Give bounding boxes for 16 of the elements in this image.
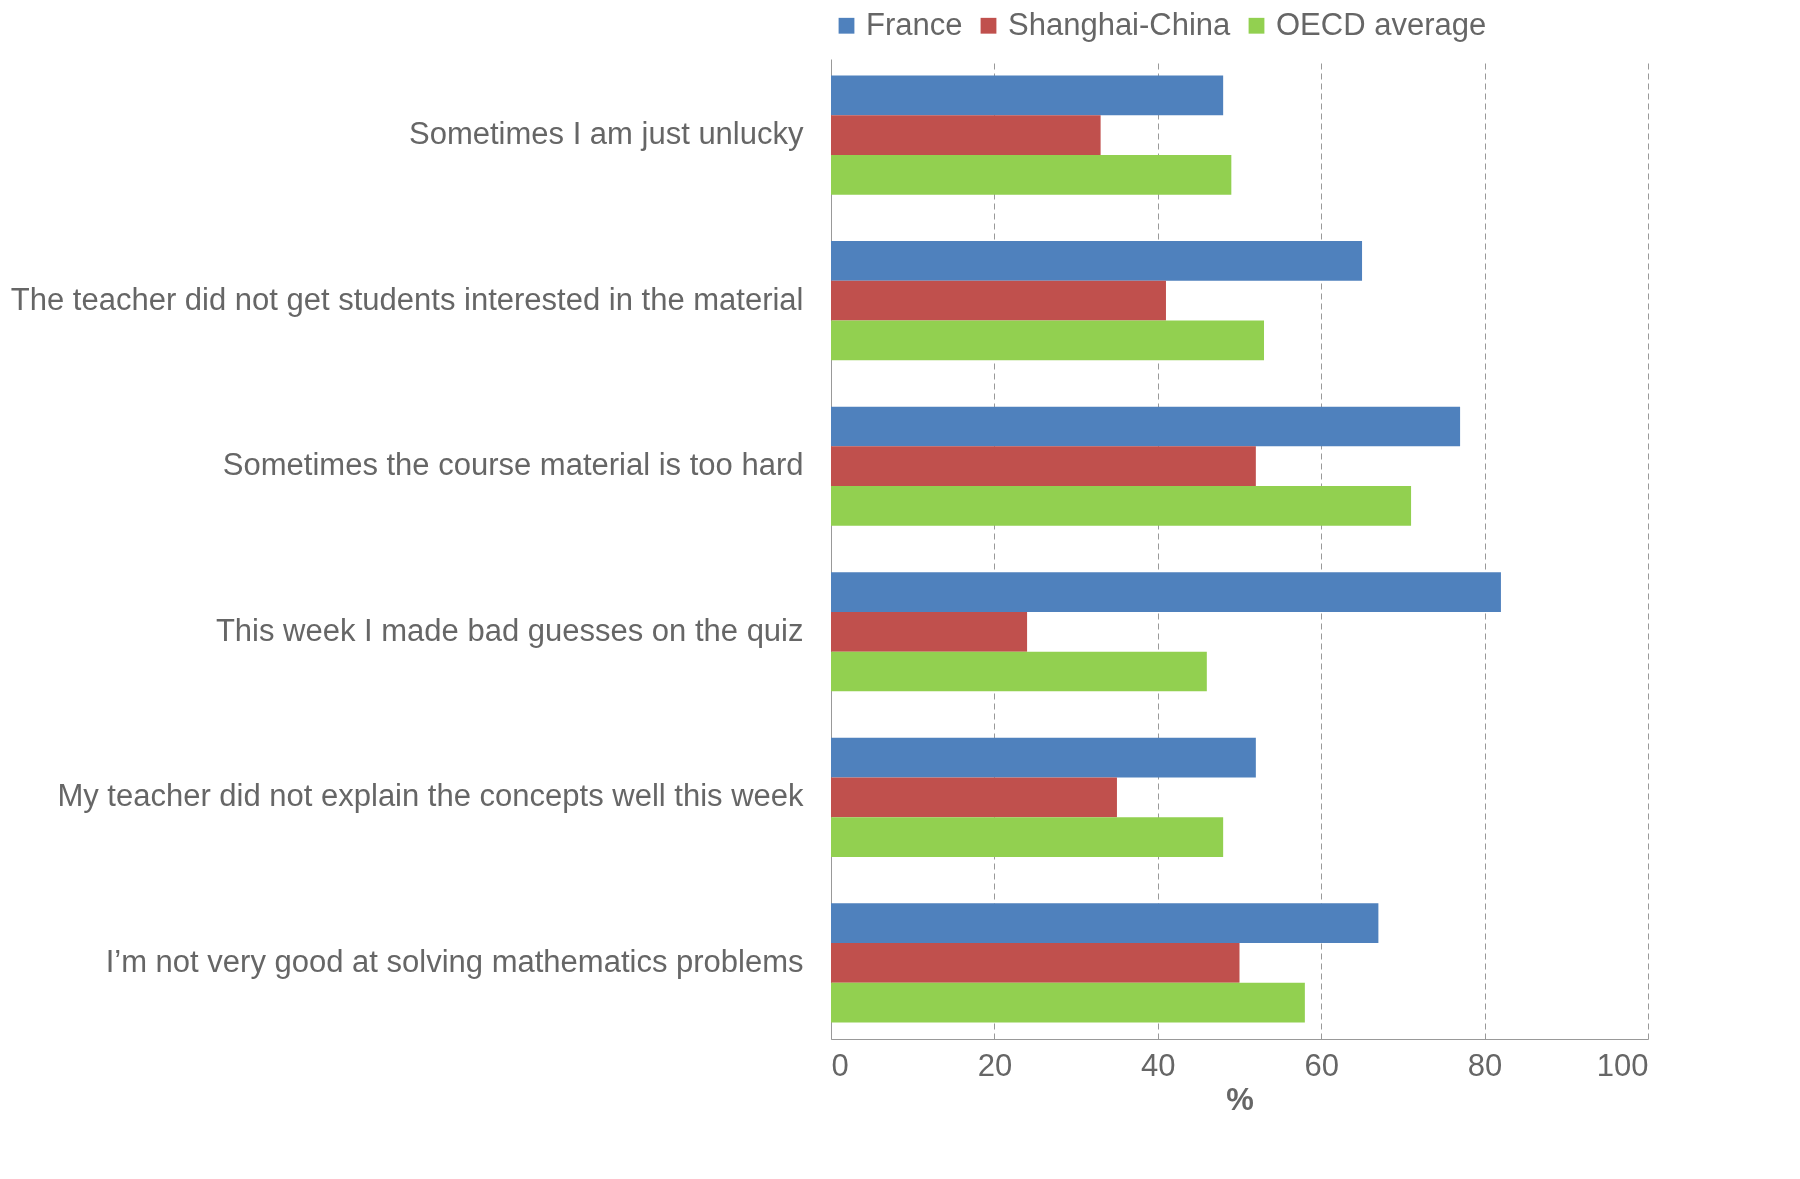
x-tick-label: 20 [977,1047,1013,1083]
y-tick-label: I’m not very good at solving mathematics problems [105,943,804,979]
y-tick-label: Sometimes I am just unlucky [408,116,804,152]
x-tick-label: 40 [1141,1047,1176,1083]
x-axis-title: % [1226,1081,1254,1117]
x-tick-label: 80 [1467,1047,1503,1083]
x-tick-label: 100 [1596,1047,1649,1083]
x-tick-label: 60 [1304,1047,1339,1083]
y-tick-label: This week I made bad guesses on the quiz [215,612,804,648]
legend-label: France [866,6,963,42]
legend-label: OECD average [1276,6,1487,42]
x-tick-label: 0 [831,1047,849,1083]
y-tick-label: My teacher did not explain the concepts well this week [57,778,804,814]
y-tick-label: The teacher did not get students interested in the material [10,281,804,317]
legend-label: Shanghai-China [1008,6,1232,42]
y-tick-label: Sometimes the course material is too hard [222,447,804,483]
